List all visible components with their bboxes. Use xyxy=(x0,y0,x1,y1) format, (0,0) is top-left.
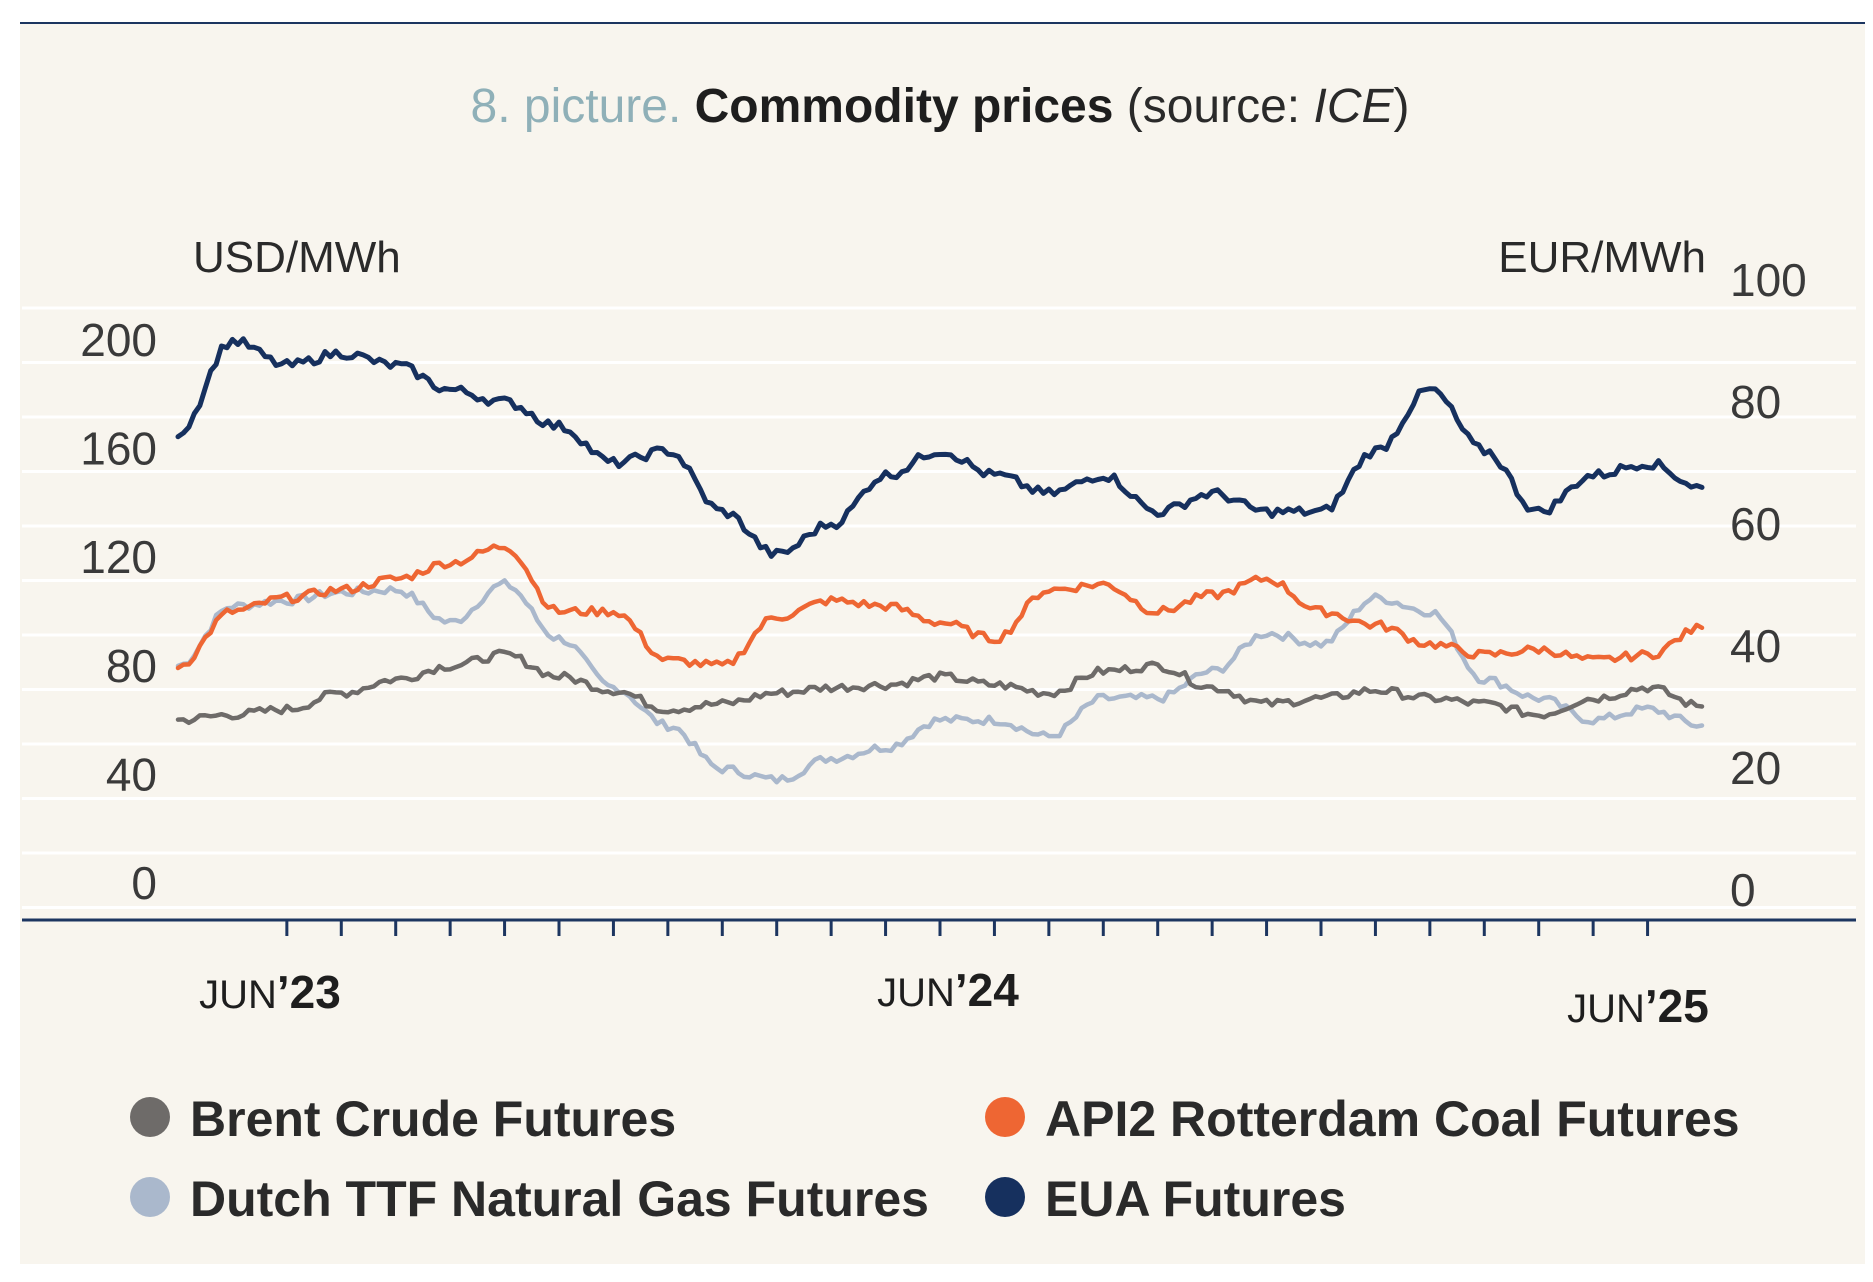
series-line-eua xyxy=(175,336,1705,559)
title-prefix: 8. picture. xyxy=(471,80,682,133)
legend-label: EUA Futures xyxy=(1045,1171,1346,1227)
legend-label: Brent Crude Futures xyxy=(190,1091,676,1147)
legend: Brent Crude Futures API2 Rotterdam Coal F… xyxy=(130,1091,1740,1227)
left-tick-label: 80 xyxy=(106,640,157,692)
x-axis-labels: JUN’23 JUN’24 JUN’25 xyxy=(199,964,1709,1032)
series-lines xyxy=(175,336,1705,785)
legend-swatch xyxy=(985,1177,1025,1217)
legend-label: Dutch TTF Natural Gas Futures xyxy=(190,1171,929,1227)
legend-swatch xyxy=(130,1097,170,1137)
top-rule xyxy=(20,22,1865,24)
gridlines xyxy=(22,306,1856,909)
right-tick-label: 80 xyxy=(1730,376,1781,428)
legend-item: Brent Crude Futures xyxy=(130,1091,676,1147)
title-main: Commodity prices xyxy=(695,80,1114,133)
series-line-coal xyxy=(175,543,1705,671)
series-line-brent xyxy=(175,648,1705,726)
right-tick-label: 40 xyxy=(1730,620,1781,672)
x-label: JUN’25 xyxy=(1567,980,1709,1032)
left-tick-label: 40 xyxy=(106,748,157,800)
title-source-name: ICE xyxy=(1313,80,1394,133)
title-source-open: (source: xyxy=(1127,80,1314,133)
legend-swatch xyxy=(130,1177,170,1217)
right-y-axis: 0 20 40 60 80 100 xyxy=(1730,254,1807,916)
left-axis-unit: USD/MWh xyxy=(193,233,401,282)
series-line-ttf xyxy=(175,578,1705,785)
legend-swatch xyxy=(985,1097,1025,1137)
right-tick-label: 20 xyxy=(1730,742,1781,794)
right-tick-label: 60 xyxy=(1730,498,1781,550)
chart-card xyxy=(20,22,1865,1264)
right-tick-label: 100 xyxy=(1730,254,1807,306)
legend-label: API2 Rotterdam Coal Futures xyxy=(1045,1091,1740,1147)
title-source-close: ) xyxy=(1394,80,1410,133)
chart-title: 8. picture. Commodity prices (source: IC… xyxy=(471,80,1410,133)
left-tick-label: 0 xyxy=(131,857,157,909)
right-tick-label: 0 xyxy=(1730,864,1756,916)
x-axis-ticks xyxy=(285,920,1650,936)
left-tick-label: 120 xyxy=(80,531,157,583)
legend-item: API2 Rotterdam Coal Futures xyxy=(985,1091,1740,1147)
x-label: JUN’24 xyxy=(877,964,1019,1016)
left-tick-label: 200 xyxy=(80,314,157,366)
legend-item: Dutch TTF Natural Gas Futures xyxy=(130,1171,929,1227)
legend-item: EUA Futures xyxy=(985,1171,1346,1227)
left-y-axis: 0 40 80 120 160 200 xyxy=(80,314,157,909)
left-tick-label: 160 xyxy=(80,423,157,475)
x-label: JUN’23 xyxy=(199,966,341,1018)
right-axis-unit: EUR/MWh xyxy=(1498,233,1706,282)
